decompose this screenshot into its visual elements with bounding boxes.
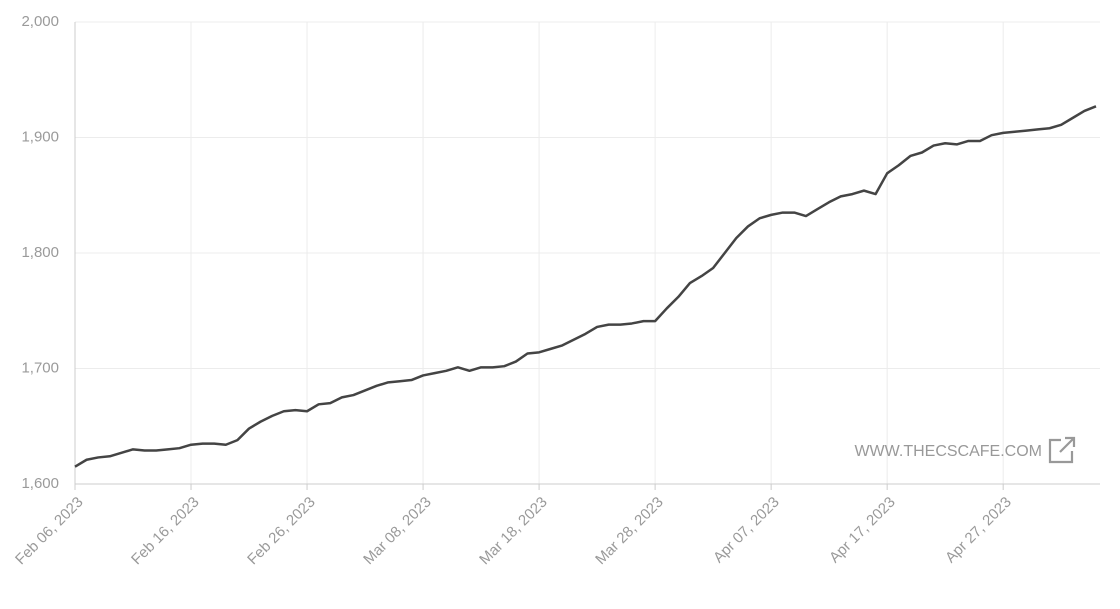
plot: 1,600 1,700 1,800 1,900 2,000 Feb 06, 2023 Feb…	[12, 13, 1100, 568]
x-tick-label: Feb 26, 2023	[244, 494, 319, 569]
x-tick-label: Apr 27, 2023	[942, 494, 1015, 567]
y-tick-label: 1,800	[21, 244, 59, 261]
x-tick-label: Mar 28, 2023	[592, 494, 667, 569]
y-tick-label: 1,900	[21, 128, 59, 145]
x-tick-label: Feb 06, 2023	[12, 494, 87, 569]
external-link-icon	[1048, 436, 1076, 464]
y-tick-label: 2,000	[21, 13, 59, 30]
x-tick-label: Mar 18, 2023	[476, 494, 551, 569]
watermark: WWW.THECSCAFE.COM	[854, 443, 1042, 460]
grid	[74, 21, 1100, 485]
x-tick-label: Feb 16, 2023	[128, 494, 203, 569]
x-tick-label: Mar 08, 2023	[360, 494, 435, 569]
x-tick-label: Apr 17, 2023	[826, 494, 899, 567]
y-tick-label: 1,600	[21, 475, 59, 492]
line	[74, 105, 1097, 468]
x-tick-label: Apr 07, 2023	[710, 494, 783, 567]
y-tick-label: 1,700	[21, 359, 59, 376]
